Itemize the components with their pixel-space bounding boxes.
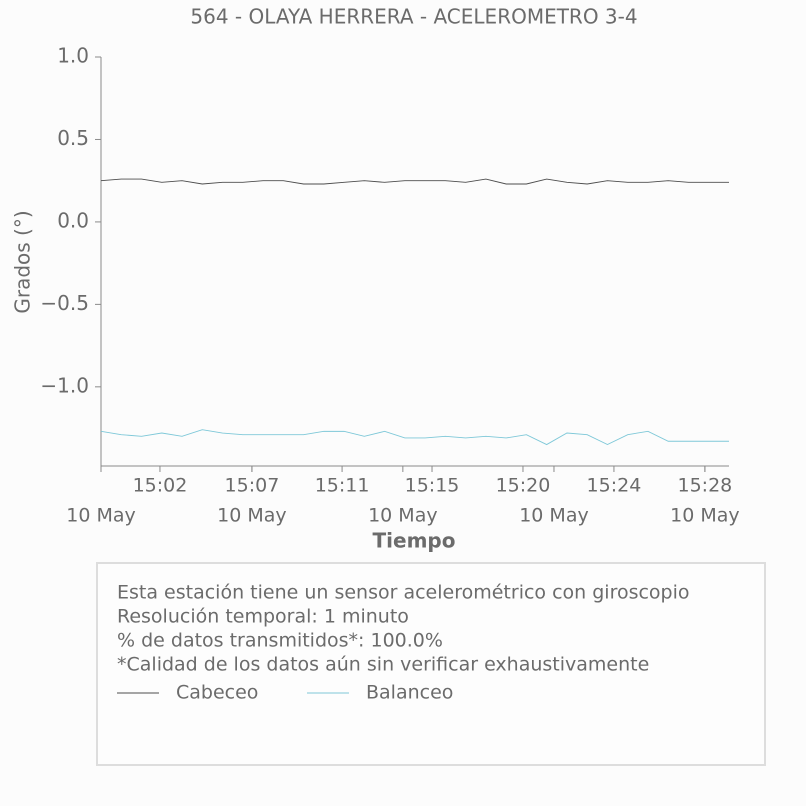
y-tick-label: 0.5 bbox=[57, 126, 89, 150]
y-tick-label: 1.0 bbox=[57, 44, 89, 68]
x-tick-label: 15:02 bbox=[133, 475, 188, 497]
info-text: % de datos transmitidos*: 100.0% bbox=[117, 630, 443, 652]
x-date-label: 10 May bbox=[670, 505, 740, 527]
info-text: *Calidad de los datos aún sin verificar … bbox=[117, 654, 649, 676]
legend-label: Cabeceo bbox=[176, 682, 258, 704]
y-tick-label: −1.0 bbox=[40, 373, 89, 397]
chart-title: 564 - OLAYA HERRERA - ACELEROMETRO 3-4 bbox=[190, 5, 637, 29]
y-axis-label: Grados (°) bbox=[11, 210, 35, 313]
x-date-label: 10 May bbox=[519, 505, 589, 527]
x-axis-label: Tiempo bbox=[373, 529, 456, 553]
x-date-label: 10 May bbox=[66, 505, 136, 527]
x-tick-label: 15:07 bbox=[225, 475, 280, 497]
x-date-label: 10 May bbox=[368, 505, 438, 527]
info-text: Esta estación tiene un sensor aceleromét… bbox=[117, 582, 690, 604]
x-tick-label: 15:24 bbox=[587, 475, 642, 497]
legend-label: Balanceo bbox=[366, 682, 453, 704]
x-tick-label: 15:15 bbox=[405, 475, 460, 497]
x-tick-label: 15:20 bbox=[496, 475, 551, 497]
info-box bbox=[96, 562, 766, 766]
line bbox=[100, 178, 729, 185]
line bbox=[100, 429, 729, 446]
y-tick-label: −0.5 bbox=[40, 291, 89, 315]
x-tick-label: 15:28 bbox=[678, 475, 733, 497]
y-tick-label: 0.0 bbox=[57, 208, 89, 232]
info-text: Resolución temporal: 1 minuto bbox=[117, 606, 409, 628]
x-date-label: 10 May bbox=[217, 505, 287, 527]
x-tick-label: 15:11 bbox=[315, 475, 370, 497]
